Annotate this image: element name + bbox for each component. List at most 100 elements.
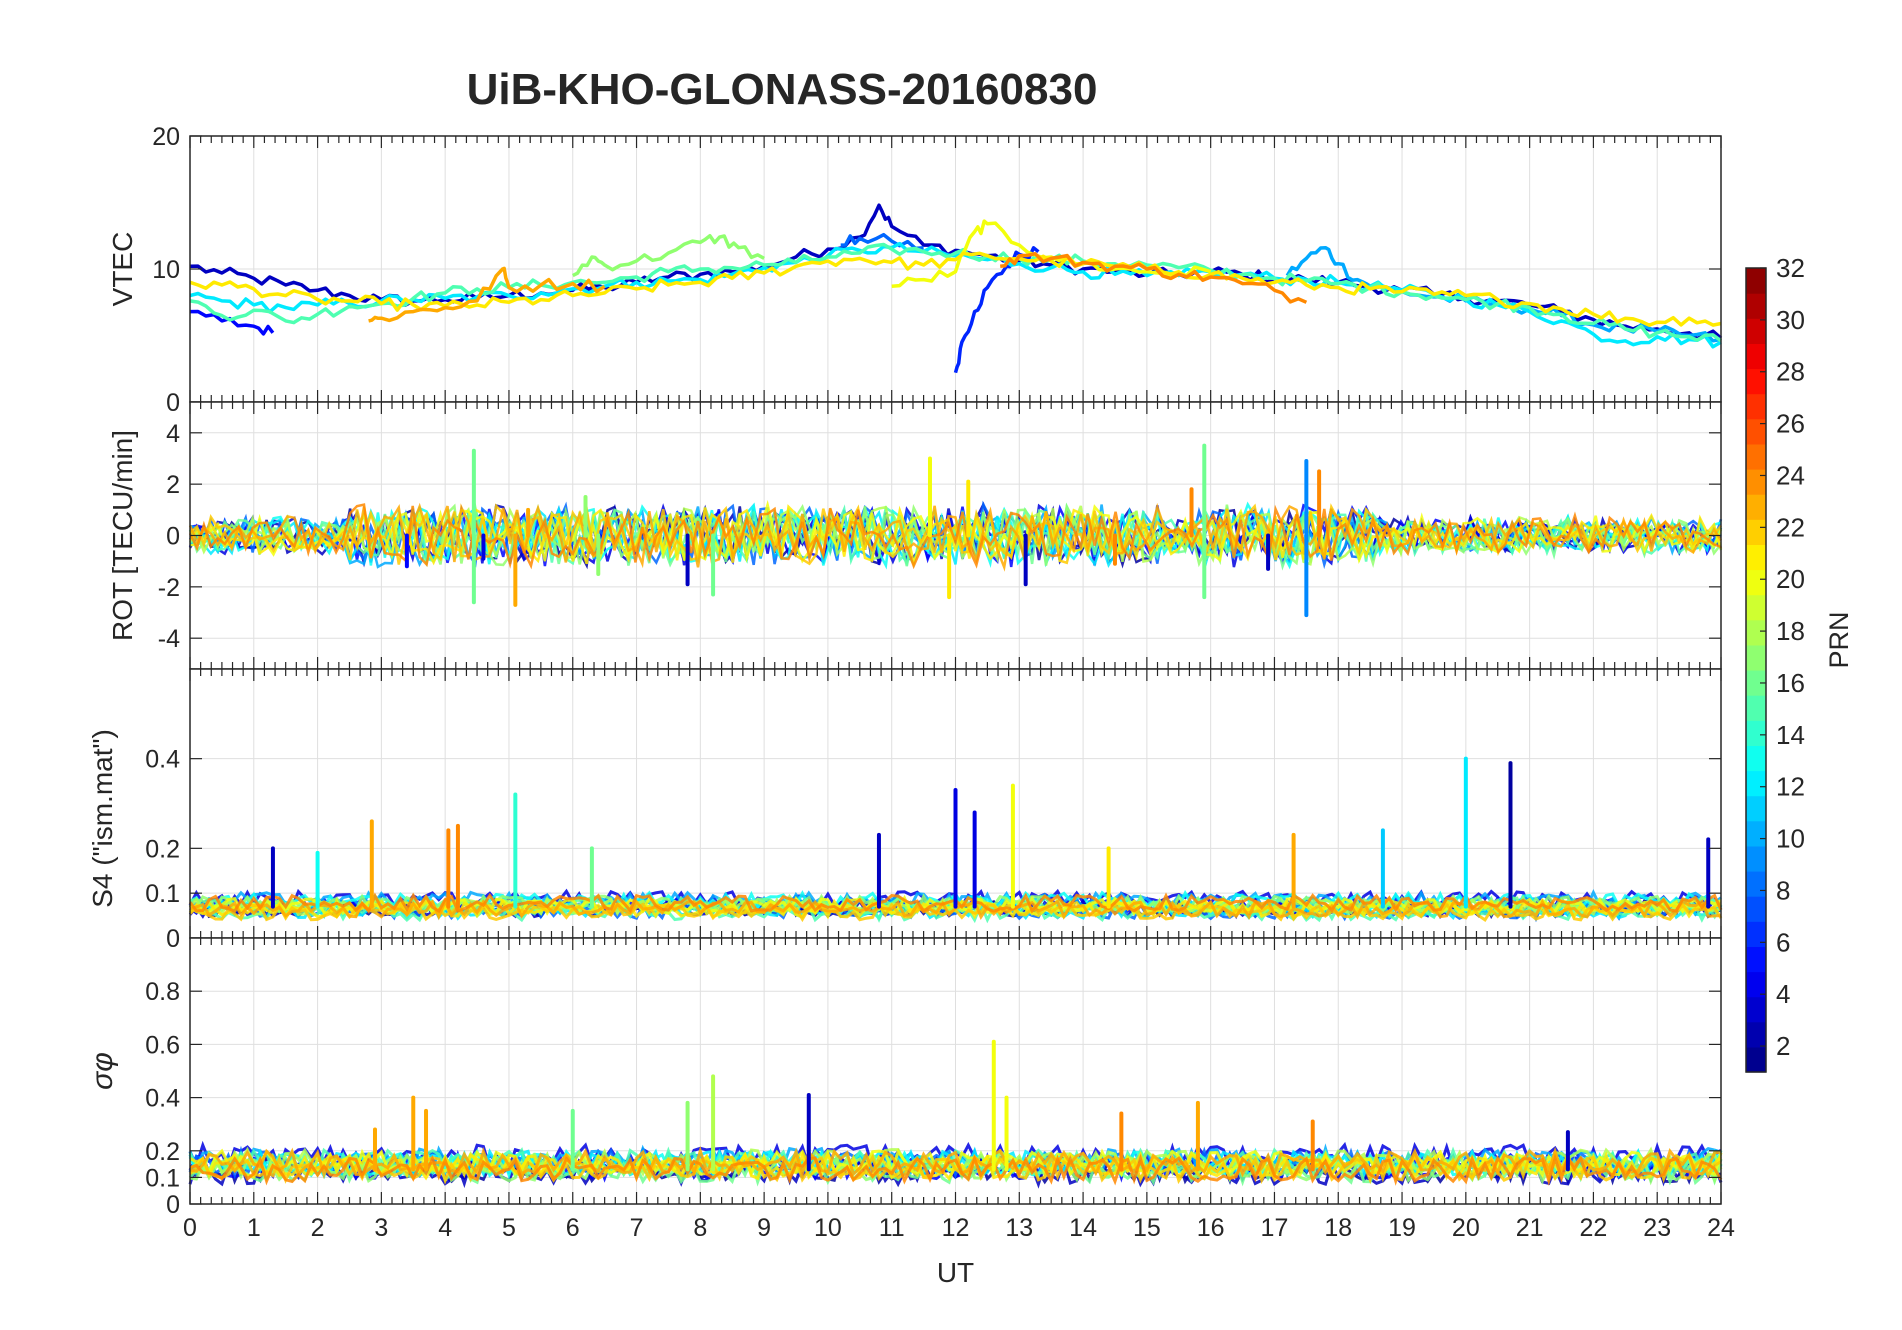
x-tick-label: 10 xyxy=(814,1214,842,1242)
x-tick-label: 11 xyxy=(879,1214,905,1242)
colorbar-tick-label: 24 xyxy=(1776,460,1805,490)
y-axis-label: ROT [TECU/min] xyxy=(107,430,138,641)
x-tick-label: 16 xyxy=(1197,1214,1225,1242)
x-tick-label: 4 xyxy=(438,1214,452,1242)
x-tick-label: 19 xyxy=(1388,1214,1416,1242)
x-tick-label: 17 xyxy=(1261,1214,1289,1242)
colorbar-segment xyxy=(1746,494,1766,520)
colorbar-tick-label: 16 xyxy=(1776,668,1805,698)
y-tick-label: 0 xyxy=(166,523,180,551)
x-tick-label: 24 xyxy=(1707,1214,1735,1242)
y-tick-label: 0.4 xyxy=(145,1085,180,1113)
y-tick-label: 0 xyxy=(166,389,180,417)
panel-rot: -4 -2 0 2 4 ROT [TECU/min] xyxy=(107,401,1723,670)
x-tick-label: 13 xyxy=(1005,1214,1033,1242)
colorbar-segment xyxy=(1746,795,1766,822)
colorbar-tick-label: 12 xyxy=(1776,772,1805,802)
colorbar-segment xyxy=(1746,921,1766,947)
colorbar-tick-label: 14 xyxy=(1776,720,1805,750)
y-axis-label: VTEC xyxy=(107,232,138,307)
colorbar-tick-label: 2 xyxy=(1776,1031,1790,1061)
colorbar-tick-label: 30 xyxy=(1776,305,1805,335)
colorbar-segment xyxy=(1746,318,1766,344)
x-tick-label: 1 xyxy=(247,1214,261,1242)
y-tick-label: 2 xyxy=(166,471,180,499)
colorbar-segment xyxy=(1746,770,1766,797)
x-tick-label: 21 xyxy=(1516,1214,1544,1242)
x-tick-label: 15 xyxy=(1133,1214,1161,1242)
colorbar-frame xyxy=(1745,267,1767,1073)
colorbar-segment xyxy=(1746,946,1766,973)
colorbar-segment xyxy=(1746,720,1766,746)
colorbar-segment xyxy=(1746,469,1766,495)
colorbar-segment xyxy=(1746,695,1766,721)
colorbar-tick-label: 22 xyxy=(1776,512,1805,542)
y-tick-label: 20 xyxy=(152,123,180,151)
colorbar-tick-label: 28 xyxy=(1776,357,1805,387)
colorbar-segment xyxy=(1746,820,1766,847)
colorbar-label: PRN xyxy=(1824,611,1854,668)
y-tick-label: 0.2 xyxy=(145,1138,180,1166)
y-tick-label: 0 xyxy=(166,1191,180,1219)
colorbar-tick-label: 32 xyxy=(1776,253,1805,283)
noise-trace xyxy=(188,502,1723,572)
x-tick-label: 3 xyxy=(374,1214,388,1242)
series-line-prn-5 xyxy=(189,309,275,336)
colorbar-segment xyxy=(1746,569,1766,596)
y-tick-label: 0.1 xyxy=(145,1164,180,1192)
x-tick-label: 14 xyxy=(1069,1214,1097,1242)
colorbar-segment xyxy=(1746,368,1766,395)
x-tick-label: 9 xyxy=(757,1214,771,1242)
colorbar-tick-label: 8 xyxy=(1776,875,1790,905)
colorbar-segment xyxy=(1746,896,1766,922)
x-tick-label: 12 xyxy=(942,1214,970,1242)
x-tick-label: 20 xyxy=(1452,1214,1480,1242)
panel-s4: 0 0.1 0.2 0.4 S4 ("ism.mat") xyxy=(87,668,1723,953)
y-tick-label: 10 xyxy=(152,256,180,284)
colorbar-tick-label: 10 xyxy=(1776,824,1805,854)
colorbar-tick-label: 4 xyxy=(1776,979,1790,1009)
colorbar-segment xyxy=(1746,644,1766,671)
x-tick-label: 0 xyxy=(183,1214,197,1242)
colorbar-segment xyxy=(1746,1046,1766,1073)
series-line-prn-23 xyxy=(368,266,606,323)
x-tick-label: 23 xyxy=(1643,1214,1671,1242)
colorbar-segment xyxy=(1746,343,1766,370)
colorbar-segment xyxy=(1746,871,1766,897)
series-line-prn-17 xyxy=(572,233,765,278)
colorbar-segment xyxy=(1746,594,1766,621)
y-axis-label: σφ xyxy=(86,1052,119,1090)
colorbar-segment xyxy=(1746,519,1766,545)
series-line-prn-15 xyxy=(189,242,1723,343)
y-tick-label: 0.4 xyxy=(145,746,180,774)
noise-layer xyxy=(188,499,1723,572)
colorbar-segment xyxy=(1746,544,1766,571)
x-tick-label: 5 xyxy=(502,1214,516,1242)
colorbar-segment xyxy=(1746,670,1766,696)
panel-vtec: 0 10 20 VTEC xyxy=(107,123,1723,417)
colorbar-tick-label: 18 xyxy=(1776,616,1805,646)
noise-layer xyxy=(188,1140,1723,1189)
colorbar-segment xyxy=(1746,418,1766,445)
noise-trace xyxy=(188,503,1722,570)
x-tick-label: 2 xyxy=(311,1214,325,1242)
y-tick-label: 0.8 xyxy=(145,978,180,1006)
series-line-prn-8 xyxy=(840,232,924,251)
y-tick-label: -2 xyxy=(158,574,180,602)
colorbar-segment xyxy=(1746,1021,1766,1048)
series-line-prn-24 xyxy=(1000,251,1308,304)
noise-trace xyxy=(188,1152,1722,1185)
x-tick-label: 7 xyxy=(630,1214,644,1242)
x-tick-label: 18 xyxy=(1324,1214,1352,1242)
noise-trace xyxy=(189,1153,1723,1187)
y-tick-label: 0.6 xyxy=(145,1031,180,1059)
x-tick-label: 8 xyxy=(693,1214,707,1242)
y-tick-label: -4 xyxy=(158,625,180,653)
colorbar-segment xyxy=(1746,971,1766,998)
x-tick-label: 6 xyxy=(566,1214,580,1242)
colorbar-segment xyxy=(1746,293,1766,319)
